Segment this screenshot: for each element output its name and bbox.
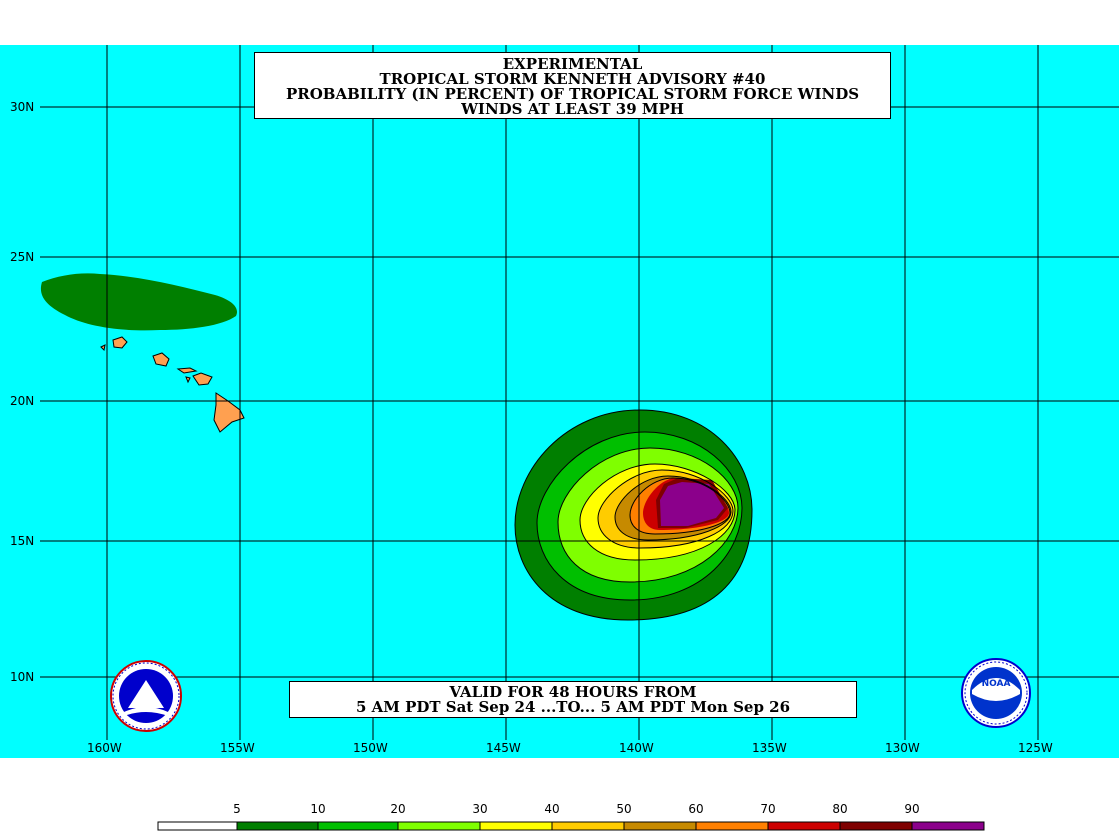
- noaa-logo-text: NOAA: [982, 679, 1011, 689]
- probability-legend: 5 10 20 30 40 50 60 70 80 90: [157, 802, 985, 831]
- lat-label: 10N: [10, 670, 34, 684]
- legend-label: 90: [904, 802, 919, 816]
- lat-label: 25N: [10, 250, 34, 264]
- lon-label: 145W: [486, 741, 521, 755]
- legend-swatch: [911, 821, 985, 831]
- title-line-1: EXPERIMENTAL: [502, 55, 643, 73]
- island-hawaii: [213, 392, 245, 433]
- legend-label: 40: [544, 802, 559, 816]
- title-line-4: WINDS AT LEAST 39 MPH: [461, 100, 684, 118]
- legend-swatch: [695, 821, 769, 831]
- island-oahu: [152, 352, 170, 367]
- island-maui: [192, 372, 213, 386]
- legend-label: 20: [390, 802, 405, 816]
- legend-label: 50: [616, 802, 631, 816]
- valid-line-2: 5 AM PDT Sat Sep 24 ...TO... 5 AM PDT Mo…: [355, 698, 791, 716]
- lon-label: 160W: [87, 741, 122, 755]
- lon-label: 130W: [885, 741, 920, 755]
- lon-label: 135W: [752, 741, 787, 755]
- legend-swatch: [551, 821, 625, 831]
- legend-swatch: [317, 821, 399, 831]
- legend-swatch: [397, 821, 481, 831]
- contour-max: [660, 482, 724, 526]
- legend-label: 5: [233, 802, 241, 816]
- valid-period-box: VALID FOR 48 HOURS FROM 5 AM PDT Sat Sep…: [289, 681, 857, 718]
- legend-label: 70: [760, 802, 775, 816]
- valid-line-1: VALID FOR 48 HOURS FROM: [449, 683, 697, 701]
- legend-swatch: [839, 821, 913, 831]
- longitude-labels: 160W 155W 150W 145W 140W 135W 130W 125W: [87, 741, 1053, 755]
- lat-label: 30N: [10, 100, 34, 114]
- lat-label: 20N: [10, 394, 34, 408]
- island-lanai: [185, 376, 191, 384]
- island-molokai: [176, 367, 198, 374]
- hawaii-probability-area: [40, 273, 238, 331]
- legend-swatch: [236, 821, 319, 831]
- nws-logo-icon: [110, 660, 182, 732]
- title-line-3: PROBABILITY (IN PERCENT) OF TROPICAL STO…: [285, 85, 860, 103]
- title-box: EXPERIMENTAL TROPICAL STORM KENNETH ADVI…: [254, 52, 891, 119]
- lon-label: 125W: [1018, 741, 1053, 755]
- legend-swatch: [157, 821, 238, 831]
- island-kauai: [112, 336, 128, 349]
- legend-label: 80: [832, 802, 847, 816]
- latitude-labels: 30N 25N 20N 15N 10N: [10, 100, 34, 684]
- legend-label: 60: [688, 802, 703, 816]
- lon-label: 140W: [619, 741, 654, 755]
- legend-swatch: [479, 821, 553, 831]
- legend-label: 10: [310, 802, 325, 816]
- lon-label: 155W: [220, 741, 255, 755]
- legend-label: 30: [472, 802, 487, 816]
- legend-swatch: [767, 821, 841, 831]
- hawaiian-islands: [100, 336, 245, 433]
- lon-label: 150W: [353, 741, 388, 755]
- noaa-logo-icon: NOAA: [961, 658, 1031, 728]
- island-niihau: [100, 344, 106, 352]
- legend-swatch: [623, 821, 697, 831]
- lat-label: 15N: [10, 534, 34, 548]
- title-line-2: TROPICAL STORM KENNETH ADVISORY #40: [379, 70, 766, 88]
- storm-probability-contours: [514, 409, 753, 621]
